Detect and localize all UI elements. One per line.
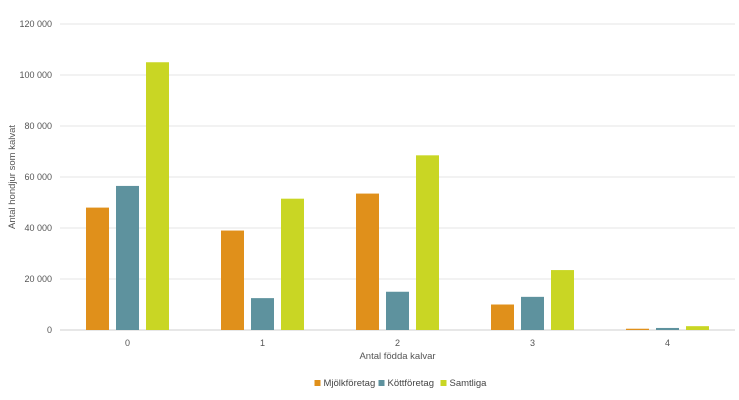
bar: [551, 270, 574, 330]
legend-label: Samtliga: [450, 378, 488, 389]
gridlines: [60, 23, 735, 280]
bar: [86, 207, 109, 330]
x-axis-ticks: 0 1 2 3 4: [125, 338, 670, 348]
legend-swatch: [440, 380, 447, 386]
legend-label: Mjölkföretag: [324, 378, 376, 389]
y-tick-label: 100 000: [19, 70, 52, 80]
bar: [251, 298, 274, 330]
bar: [221, 230, 244, 330]
x-tick-label: 3: [530, 338, 535, 348]
y-tick-label: 60 000: [24, 172, 52, 182]
bar: [281, 198, 304, 330]
x-tick-label: 1: [260, 338, 265, 348]
legend-swatch: [314, 380, 321, 386]
bar: [656, 327, 679, 330]
x-tick-label: 4: [665, 338, 670, 348]
x-tick-label: 0: [125, 338, 130, 348]
bar: [686, 326, 709, 330]
x-axis-title: Antal födda kalvar: [359, 351, 435, 362]
bar: [386, 291, 409, 330]
bar: [521, 296, 544, 330]
legend: Mjölkföretag Köttföretag Samtliga: [314, 378, 488, 389]
x-tick-label: 2: [395, 338, 400, 348]
y-tick-label: 20 000: [24, 274, 52, 284]
y-tick-label: 80 000: [24, 121, 52, 131]
bar: [356, 193, 379, 330]
legend-label: Köttföretag: [388, 378, 434, 389]
y-axis-ticks: 0 20 000 40 000 60 000 80 000 100 000 120 000: [19, 19, 52, 335]
y-tick-label: 120 000: [19, 19, 52, 29]
bar: [626, 328, 649, 330]
y-tick-label: 0: [47, 325, 52, 335]
bar: [116, 185, 139, 330]
bar: [146, 62, 169, 330]
bar: [416, 155, 439, 330]
legend-item: Samtliga: [440, 378, 488, 389]
legend-item: Köttföretag: [378, 378, 434, 389]
bars: [86, 62, 709, 330]
legend-swatch: [378, 380, 385, 386]
legend-item: Mjölkföretag: [314, 378, 376, 389]
y-tick-label: 40 000: [24, 223, 52, 233]
y-axis-title: Antal hondjur som kalvat: [7, 125, 18, 229]
bar: [491, 304, 514, 330]
